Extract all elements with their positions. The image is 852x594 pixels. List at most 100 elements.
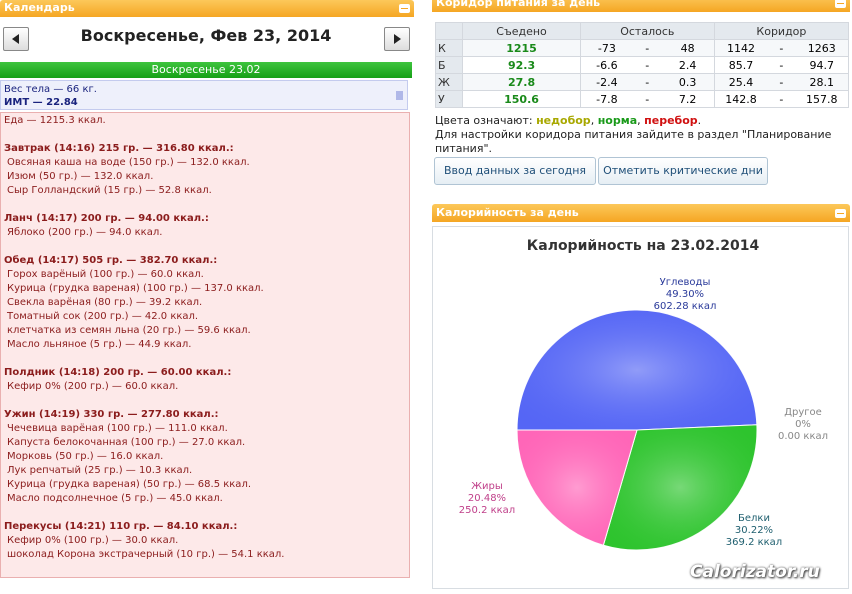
range-max: 2.4 (661, 56, 715, 74)
panel-header: Калорийность за день (432, 204, 850, 222)
note: Для настройки коридора питания зайдите в… (435, 128, 832, 155)
data-label: 30.22% (735, 525, 773, 536)
food-item: Масло подсолнечное (5 гр.) — 45.0 ккал. (7, 493, 223, 504)
legend-text: Цвета означают: (435, 114, 537, 127)
spacer (4, 352, 409, 366)
legend-text: , (637, 114, 645, 127)
data-label: 369.2 ккал (726, 537, 782, 548)
table-row: К 1215 -73-48 1142-1263 (434, 39, 849, 57)
food-item: Кефир 0% (200 гр.) — 60.0 ккал. (7, 381, 179, 392)
food-item: шоколад Корона экстрачерный (10 гр.) — 5… (7, 549, 285, 560)
calendar-panel: Календарь Воскресенье, Фев 23, 2014 Воск… (0, 0, 414, 594)
header-row: Съедено Осталось Коридор (434, 22, 850, 40)
watermark: Calorizator.ru (690, 562, 820, 582)
legend-text: . (697, 114, 702, 127)
food-total: Еда — 1215.3 ккал. (4, 115, 106, 126)
legend-label: Другое (784, 407, 822, 418)
range-max: 0.3 (661, 73, 715, 91)
prev-button[interactable] (3, 27, 29, 51)
legend-label: Жиры (471, 481, 503, 492)
column-header: Коридор (713, 22, 850, 40)
range-max: 94.7 (795, 56, 849, 74)
header-text: Календарь (4, 1, 75, 14)
range-separator: - (633, 56, 662, 74)
range-max: 157.8 (795, 90, 849, 108)
column-header: Съедено (462, 22, 581, 40)
table-row: Ж 27.8 -2.4-0.3 25.4-28.1 (434, 73, 849, 91)
pie-chart: Калорийность на 23.02.2014 Углеводы49.30… (432, 226, 849, 589)
food-item: клетчатка из семян льна (20 гр.) — 59.6 … (7, 325, 251, 336)
legend-term: норма (597, 114, 638, 127)
table-row: Б 92.3 -6.6-2.4 85.7-94.7 (434, 56, 849, 74)
meal-title: Ланч (14:17) 200 гр. — 94.00 ккал.: (4, 213, 209, 224)
food-item: Морковь (50 гр.) — 16.0 ккал. (7, 451, 164, 462)
food-item: Лук репчатый (25 гр.) — 10.3 ккал. (7, 465, 193, 476)
range-separator: - (633, 39, 662, 57)
range-separator: - (633, 73, 662, 91)
column-header: Осталось (579, 22, 715, 40)
eaten: 150.6 (462, 90, 581, 108)
food-item: Кефир 0% (100 гр.) — 30.0 ккал. (7, 535, 179, 546)
food-item: Чечевица варёная (100 гр.) — 111.0 ккал. (7, 423, 228, 434)
spacer (4, 198, 409, 212)
meal-title: Ужин (14:19) 330 гр. — 277.80 ккал.: (4, 409, 219, 420)
data-label: 20.48% (468, 493, 506, 504)
slice-shade (517, 430, 637, 546)
eaten: 92.3 (462, 56, 581, 74)
minimize[interactable] (835, 0, 846, 8)
critical-days-button[interactable]: Отметить критические дни (598, 157, 768, 185)
range-min: 25.4 (713, 73, 768, 91)
range-min: -2.4 (579, 73, 634, 91)
header-text: Коридор питания за день (436, 0, 601, 9)
food-item: Свекла варёная (80 гр.) — 39.2 ккал. (7, 297, 203, 308)
today-button[interactable]: Ввод данных за сегодня (434, 157, 596, 185)
food-item: Яблоко (200 гр.) — 94.0 ккал. (7, 227, 163, 238)
panel-header: Коридор питания за день (432, 0, 850, 12)
meal-title: Полдник (14:18) 200 гр. — 60.00 ккал.: (4, 367, 232, 378)
chart-title: Калорийность на 23.02.2014 (527, 238, 760, 254)
row-label: К (434, 39, 464, 57)
range-min: -73 (579, 39, 634, 57)
legend-text: , (590, 114, 598, 127)
meal-title: Завтрак (14:16) 215 гр. — 316.80 ккал.: (4, 143, 234, 154)
range-min: -7.8 (579, 90, 634, 108)
range-max: 1263 (795, 39, 849, 57)
eaten: 27.8 (462, 73, 581, 91)
next-button[interactable] (384, 27, 410, 51)
legend-label: Углеводы (660, 277, 711, 288)
minimize[interactable] (399, 4, 410, 13)
food-list: Еда — 1215.3 ккал. Завтрак (14:16) 215 гр… (0, 112, 410, 578)
legend-term: перебор (644, 114, 698, 127)
bmi: ИМТ — 22.84 (4, 97, 78, 108)
spacer (4, 394, 409, 408)
spacer (4, 128, 409, 142)
data-label: 0.00 ккал (778, 431, 828, 442)
food-item: Овсяная каша на воде (150 гр.) — 132.0 к… (7, 157, 250, 168)
meal-title: Обед (14:17) 505 гр. — 382.70 ккал.: (4, 255, 218, 266)
color-legend: Цвета означают: недобор, норма, перебор. (435, 114, 701, 127)
minimize[interactable] (835, 209, 846, 218)
legend-term: недобор (536, 114, 591, 127)
range-separator: - (767, 39, 796, 57)
data-label: 0% (795, 419, 811, 430)
row-label: У (434, 90, 464, 108)
row-label: Б (434, 56, 464, 74)
row-label: Ж (434, 73, 464, 91)
meal-title: Перекусы (14:21) 110 гр. — 84.10 ккал.: (4, 521, 238, 532)
data-label: 49.30% (666, 289, 704, 300)
food-item: Сыр Голландский (15 гр.) — 52.8 ккал. (7, 185, 212, 196)
range-max: 28.1 (795, 73, 849, 91)
food-item: Капуста белокочанная (100 гр.) — 27.0 кк… (7, 437, 246, 448)
icon (396, 91, 403, 100)
weight: Вес тела — 66 кг. (4, 84, 97, 95)
food-item: Изюм (50 гр.) — 132.0 ккал. (7, 171, 154, 182)
food-item: Масло льняное (5 гр.) — 44.9 ккал. (7, 339, 192, 350)
range-separator: - (767, 90, 796, 108)
slice-shade (517, 310, 757, 430)
date-title: Воскресенье, Фев 23, 2014 (80, 26, 332, 45)
food-item: Курица (грудка вареная) (100 гр.) — 137.… (7, 283, 264, 294)
eaten: 1215 (462, 39, 581, 57)
food-item: Томатный сок (200 гр.) — 42.0 ккал. (7, 311, 199, 322)
body-info: Вес тела — 66 кг. ИМТ — 22.84 (0, 80, 408, 110)
range-min: 85.7 (713, 56, 768, 74)
